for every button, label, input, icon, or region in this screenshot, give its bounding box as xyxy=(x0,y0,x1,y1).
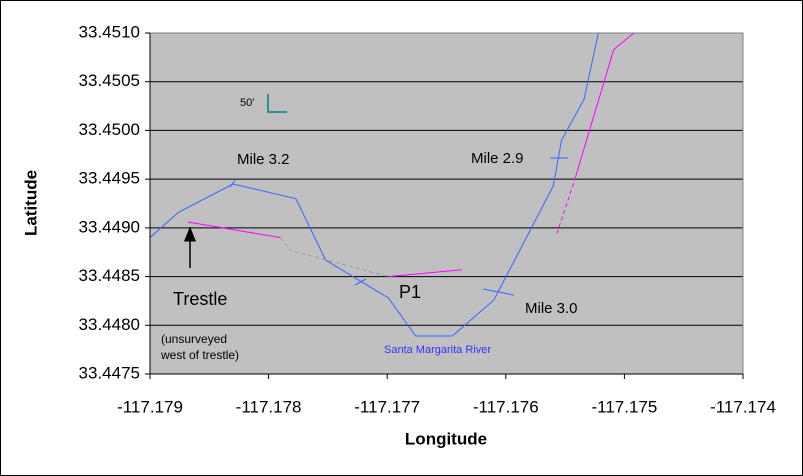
mile-tick xyxy=(229,178,237,188)
series-line xyxy=(187,221,281,239)
x-axis-title: Longitude xyxy=(405,429,487,448)
x-tick-label: -117.177 xyxy=(354,397,420,416)
series-line xyxy=(556,179,576,234)
series-line xyxy=(280,237,389,278)
series-line xyxy=(388,269,462,278)
y-tick-label: 33.4505 xyxy=(79,71,140,90)
annotation: Mile 2.9 xyxy=(471,150,524,167)
y-tick-label: 33.4475 xyxy=(79,363,140,382)
scale-marker xyxy=(267,94,287,113)
x-tick-label: -117.174 xyxy=(710,397,776,416)
y-tick-label: 33.4485 xyxy=(79,266,140,285)
x-tick-label: -117.175 xyxy=(591,397,657,416)
x-tick-label: -117.178 xyxy=(236,397,302,416)
x-tick-label: -117.179 xyxy=(117,397,183,416)
annotation: Mile 3.0 xyxy=(525,300,578,317)
y-tick-label: 33.4500 xyxy=(79,120,140,139)
series-line xyxy=(574,33,635,181)
y-tick-label: 33.4510 xyxy=(79,22,140,41)
y-tick-label: 33.4495 xyxy=(79,169,140,188)
x-tick-label: -117.176 xyxy=(473,397,539,416)
annotation: Santa Margarita River xyxy=(384,344,491,356)
mile-ticks xyxy=(229,157,568,296)
annotation: west of trestle) xyxy=(160,348,239,362)
y-axis-title: Latitude xyxy=(21,170,40,236)
annotation: (unsurveyed xyxy=(161,332,227,346)
scale-label: 50' xyxy=(240,97,254,109)
mile-tick xyxy=(482,288,515,296)
series-line xyxy=(150,33,599,337)
y-tick-label: 33.4490 xyxy=(79,217,140,236)
mile-tick xyxy=(354,278,367,286)
annotation: Mile 3.2 xyxy=(237,151,290,168)
annotation: P1 xyxy=(399,282,421,302)
y-tick-label: 33.4480 xyxy=(79,315,140,334)
plot-area xyxy=(150,33,743,374)
annotation: Trestle xyxy=(173,289,227,309)
